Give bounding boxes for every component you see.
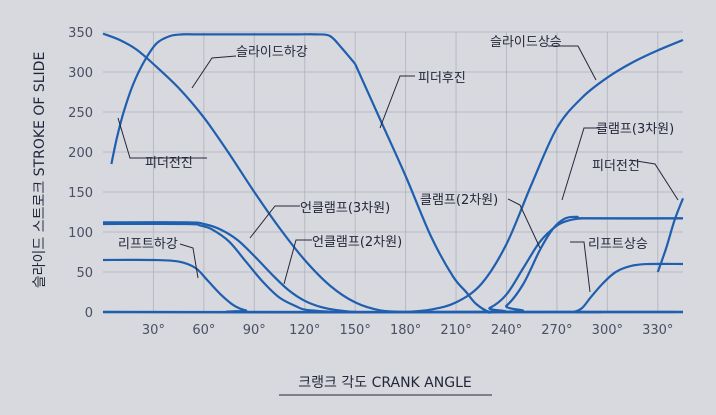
- x-tick-label: 180°: [390, 323, 421, 338]
- x-tick-label: 90°: [243, 323, 266, 338]
- annotation-leader: [249, 205, 300, 239]
- series-line: [195, 33, 357, 65]
- series-line: [656, 198, 685, 273]
- annotation-label: 피더후진: [418, 71, 466, 86]
- y-tick-label: 250: [68, 106, 93, 121]
- annotation-leader: [561, 127, 600, 201]
- y-tick-label: 200: [68, 146, 93, 161]
- y-tick-label: 150: [68, 186, 93, 201]
- x-tick-label: 240°: [491, 323, 522, 338]
- annotation-leader: [191, 55, 237, 89]
- annotation-label: 클램프(2차원): [420, 193, 498, 208]
- series-line: [102, 32, 406, 314]
- annotation-leader: [379, 75, 415, 129]
- series-line: [354, 63, 675, 314]
- y-tick-label: 350: [68, 26, 93, 41]
- series-lines: [102, 32, 685, 314]
- x-tick-label: 60°: [192, 323, 215, 338]
- series-line: [405, 38, 684, 314]
- annotation-leaders: [117, 45, 679, 293]
- x-tick-label: 330°: [642, 323, 673, 338]
- annotation-label: 리프트상승: [588, 237, 648, 252]
- annotation-label: 클램프(3차원): [596, 122, 674, 137]
- x-tick-label: 150°: [340, 323, 371, 338]
- x-tick-label: 300°: [592, 323, 623, 338]
- annotation-label: 피더전진: [592, 159, 640, 174]
- series-line: [102, 258, 684, 314]
- x-tick-label: 210°: [440, 323, 471, 338]
- annotation-leader: [179, 243, 199, 279]
- annotation-label: 피더전진: [145, 156, 193, 171]
- annotation-leader: [507, 198, 541, 249]
- annotation-leader: [548, 45, 597, 81]
- y-tick-label: 0: [85, 306, 93, 321]
- annotation-label: 언클램프(3차원): [300, 201, 390, 216]
- annotation-label: 언클램프(2차원): [312, 235, 402, 250]
- y-tick-labels: 0 50 100 150 200 250 300 350: [68, 26, 93, 321]
- x-tick-label: 120°: [289, 323, 320, 338]
- x-tick-labels: 30° 60° 90° 120° 150° 180° 210° 240° 270° 300° 330…: [142, 323, 674, 338]
- annotation-leader: [283, 239, 312, 285]
- y-tick-label: 50: [76, 266, 93, 281]
- y-tick-label: 100: [68, 226, 93, 241]
- annotation-label: 슬라이드하강: [236, 45, 308, 60]
- annotation-leader: [117, 117, 207, 159]
- x-tick-label: 30°: [142, 323, 165, 338]
- annotation-leader: [629, 159, 679, 201]
- x-axis-label: 크랭크 각도 CRANK ANGLE: [298, 375, 471, 391]
- annotation-label: 슬라이드상승: [490, 35, 562, 50]
- annotation-label: 리프트하강: [118, 237, 178, 252]
- series-line: [102, 262, 684, 314]
- annotation-leader: [570, 241, 591, 293]
- series-line: [110, 33, 196, 165]
- y-axis-label: 슬라이드 스트로크 STROKE OF SLIDE: [32, 52, 48, 289]
- y-tick-label: 300: [68, 66, 93, 81]
- x-tick-label: 270°: [541, 323, 572, 338]
